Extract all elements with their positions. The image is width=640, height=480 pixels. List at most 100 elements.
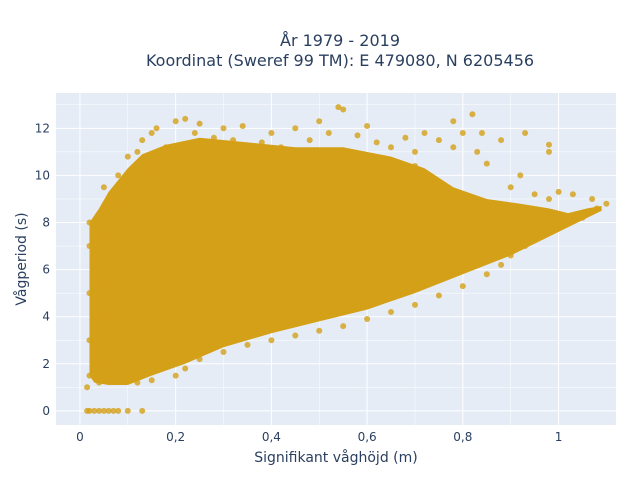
x-tick-label: 0,2 bbox=[166, 430, 185, 444]
x-tick-label: 1 bbox=[555, 430, 563, 444]
data-point bbox=[292, 125, 299, 132]
data-point bbox=[220, 160, 227, 167]
data-point bbox=[105, 278, 112, 285]
data-point bbox=[110, 200, 117, 207]
x-tick-label: 0,6 bbox=[358, 430, 377, 444]
data-point bbox=[474, 148, 481, 155]
data-point bbox=[172, 372, 179, 379]
data-point bbox=[148, 130, 155, 136]
data-point bbox=[278, 144, 284, 151]
data-point bbox=[210, 134, 217, 141]
data-point bbox=[522, 243, 529, 249]
data-point bbox=[546, 141, 552, 148]
data-point bbox=[196, 120, 203, 127]
data-point bbox=[172, 163, 179, 169]
data-point bbox=[91, 254, 98, 261]
y-tick-label: 4 bbox=[42, 310, 50, 324]
data-point bbox=[105, 407, 112, 414]
data-point bbox=[354, 132, 361, 139]
data-point bbox=[220, 349, 227, 355]
data-point bbox=[364, 165, 371, 172]
data-point bbox=[435, 137, 442, 144]
data-point bbox=[134, 379, 141, 386]
data-point bbox=[459, 283, 466, 290]
data-point bbox=[388, 309, 394, 315]
data-point bbox=[565, 219, 572, 226]
x-tick-label: 0 bbox=[76, 430, 84, 444]
data-point bbox=[603, 200, 610, 207]
y-tick-label: 10 bbox=[35, 168, 50, 182]
data-point bbox=[306, 137, 313, 144]
data-point bbox=[402, 134, 409, 141]
data-point bbox=[100, 360, 107, 367]
data-point bbox=[91, 407, 98, 414]
y-tick-label: 0 bbox=[42, 404, 50, 418]
data-point bbox=[555, 224, 562, 231]
chart-subtitle: Koordinat (Sweref 99 TM): E 479080, N 62… bbox=[146, 51, 534, 70]
data-point bbox=[96, 231, 103, 238]
data-point bbox=[124, 153, 131, 160]
data-point bbox=[148, 167, 155, 174]
data-point bbox=[589, 196, 596, 202]
data-point bbox=[483, 160, 490, 167]
y-tick-label: 2 bbox=[42, 357, 50, 371]
x-tick-label: 0,8 bbox=[453, 430, 472, 444]
point-density-fill bbox=[89, 137, 602, 385]
data-point bbox=[258, 139, 265, 146]
point-cloud bbox=[89, 137, 602, 385]
data-point bbox=[546, 148, 552, 155]
data-point bbox=[507, 184, 514, 191]
data-point bbox=[191, 130, 198, 136]
data-point bbox=[593, 205, 600, 212]
chart-title: År 1979 - 2019 bbox=[280, 31, 400, 50]
data-point bbox=[91, 349, 98, 355]
data-point bbox=[364, 316, 371, 322]
data-point bbox=[498, 137, 505, 144]
data-point bbox=[507, 252, 514, 259]
x-tick-label: 0,4 bbox=[262, 430, 281, 444]
data-point bbox=[86, 337, 93, 344]
data-point bbox=[115, 407, 122, 414]
data-point bbox=[316, 118, 323, 125]
data-point bbox=[244, 341, 251, 348]
data-point bbox=[115, 372, 122, 379]
data-point bbox=[139, 137, 146, 144]
y-tick-label: 6 bbox=[42, 263, 50, 277]
data-point bbox=[120, 179, 126, 186]
data-point bbox=[239, 123, 246, 129]
data-point bbox=[469, 111, 476, 118]
data-point bbox=[479, 130, 485, 136]
data-point bbox=[100, 184, 107, 191]
data-point bbox=[569, 191, 576, 198]
data-point bbox=[268, 337, 275, 344]
data-point bbox=[124, 337, 131, 344]
data-point bbox=[268, 130, 275, 136]
data-point bbox=[316, 327, 323, 334]
data-point bbox=[536, 233, 543, 240]
data-point bbox=[172, 118, 179, 125]
data-point bbox=[316, 172, 323, 179]
data-points bbox=[84, 104, 610, 414]
y-tick-labels: 0 2 4 6 8 10 12 bbox=[35, 121, 50, 418]
data-point bbox=[115, 172, 122, 179]
data-point bbox=[96, 379, 103, 386]
data-point bbox=[148, 377, 155, 384]
data-point bbox=[86, 243, 93, 249]
data-point bbox=[364, 123, 371, 129]
x-tick-labels: 0 0,2 0,4 0,6 0,8 1 bbox=[76, 430, 562, 444]
data-point bbox=[498, 261, 505, 268]
y-tick-label: 12 bbox=[35, 121, 50, 135]
data-point bbox=[483, 271, 490, 278]
data-point bbox=[86, 219, 93, 226]
data-point bbox=[196, 356, 203, 363]
data-point bbox=[292, 332, 299, 339]
data-point bbox=[335, 104, 342, 111]
data-point bbox=[517, 172, 524, 179]
data-point bbox=[340, 323, 347, 330]
data-point bbox=[555, 188, 562, 195]
data-point bbox=[388, 144, 394, 151]
data-point bbox=[522, 130, 529, 136]
data-point bbox=[373, 139, 380, 146]
data-point bbox=[86, 290, 93, 297]
data-point bbox=[100, 407, 107, 414]
